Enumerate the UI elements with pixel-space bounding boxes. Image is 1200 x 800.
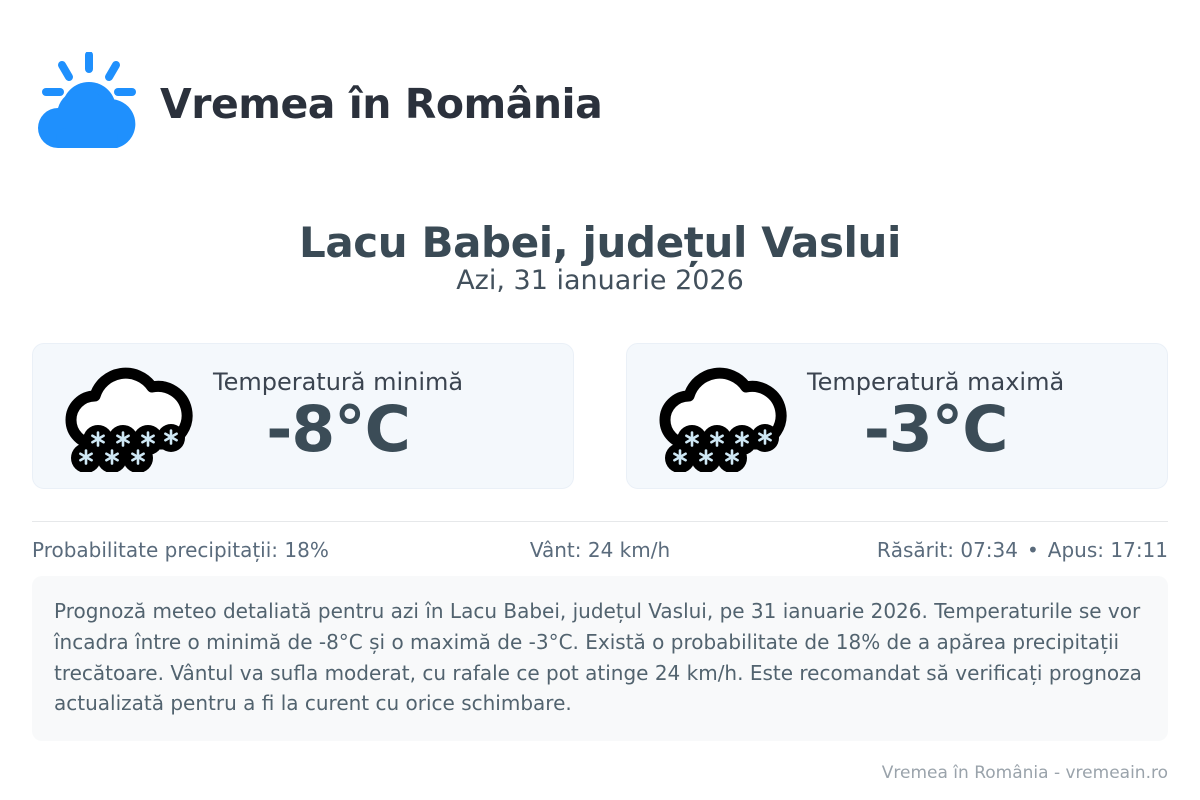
section-divider — [32, 521, 1168, 522]
temperature-min-card: Temperatură minimă -8°C — [32, 343, 574, 489]
temperature-max-value: -3°C — [863, 393, 1009, 467]
temperature-max-label: Temperatură maximă — [807, 367, 1065, 396]
page-title: Lacu Babei, județul Vaslui — [298, 218, 902, 268]
weather-stats-row: Probabilitate precipitații: 18% Vânt: 24… — [32, 538, 1168, 562]
temperature-min-text: Temperatură minimă -8°C — [213, 367, 464, 467]
temperature-max-card: Temperatură maximă -3°C — [626, 343, 1168, 489]
sun-behind-cloud-icon — [38, 52, 136, 148]
brand-name: Vremea în România — [160, 79, 603, 128]
temperature-max-text: Temperatură maximă -3°C — [807, 367, 1065, 467]
temperature-cards: Temperatură minimă -8°C — [32, 343, 1168, 489]
wind-stat: Vânt: 24 km/h — [529, 538, 671, 562]
sunrise-value: Răsărit: 07:34 — [876, 538, 1018, 562]
sun-times-stat: Răsărit: 07:34 • Apus: 17:11 — [789, 538, 1168, 562]
page-subtitle: Azi, 31 ianuarie 2026 — [456, 265, 744, 296]
temperature-min-label: Temperatură minimă — [213, 367, 464, 396]
precipitation-stat: Probabilitate precipitații: 18% — [32, 538, 329, 562]
sun-times-separator: • — [1027, 538, 1039, 562]
brand-logo[interactable]: Vremea în România — [32, 52, 603, 157]
footer-credit: Vremea în România - vremeain.ro — [881, 763, 1168, 783]
forecast-description: Prognoză meteo detaliată pentru azi în L… — [32, 576, 1168, 742]
sunset-value: Apus: 17:11 — [1047, 538, 1169, 562]
snow-cloud-icon — [659, 367, 787, 472]
snow-cloud-icon — [65, 367, 193, 472]
temperature-min-value: -8°C — [266, 393, 411, 467]
